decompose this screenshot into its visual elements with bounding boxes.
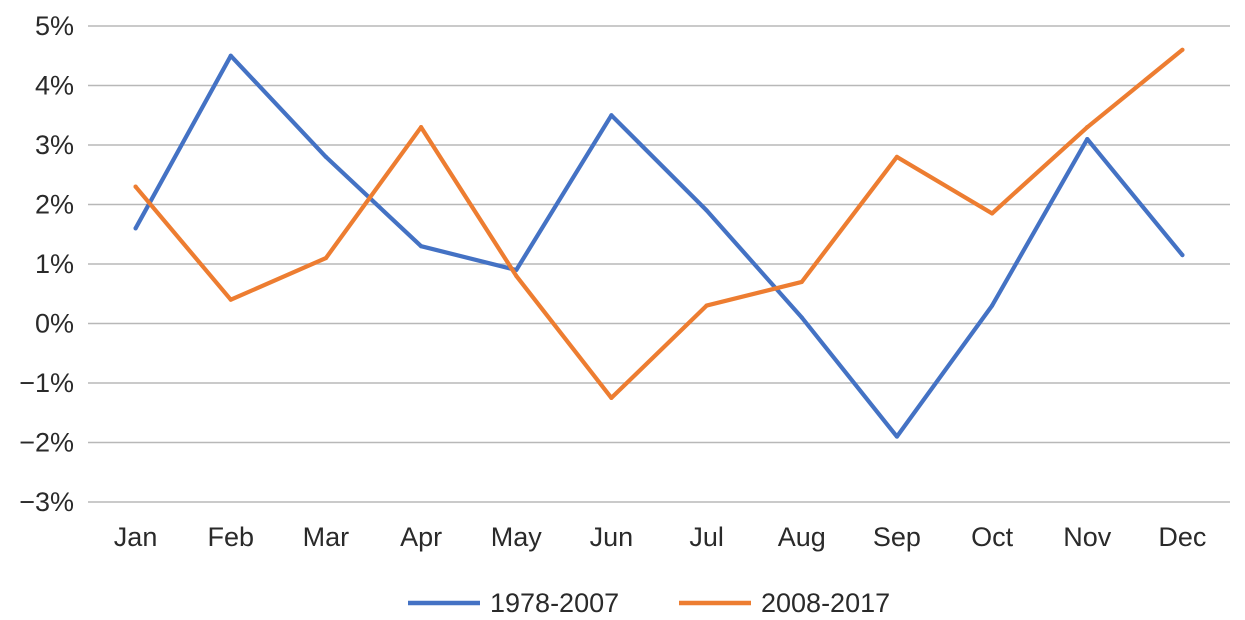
y-tick-label: −2% — [19, 428, 74, 458]
x-tick-label: Jun — [590, 522, 634, 552]
y-tick-label: 1% — [35, 249, 74, 279]
x-tick-label: Jan — [114, 522, 158, 552]
legend: 1978-2007 2008-2017 — [408, 588, 890, 618]
data-point — [323, 255, 329, 261]
data-point — [418, 244, 424, 249]
x-axis-tick-labels: Jan Feb Mar Apr May Jun Jul Aug Sep Oct Nov Dec — [114, 522, 1207, 552]
y-axis-tick-labels: 5% 4% 3% 2% 1% 0% −1% −2% −3% — [19, 11, 74, 517]
y-tick-label: −3% — [19, 487, 74, 517]
legend-label: 2008-2017 — [761, 588, 890, 618]
y-tick-label: 4% — [35, 71, 74, 101]
series-line-1 — [133, 53, 1185, 439]
legend-item: 2008-2017 — [679, 588, 890, 618]
legend-label: 1978-2007 — [490, 588, 619, 618]
legend-item: 1978-2007 — [408, 588, 619, 618]
x-tick-label: May — [491, 522, 543, 552]
data-point — [989, 211, 995, 216]
data-point — [1180, 47, 1185, 52]
x-tick-label: Dec — [1158, 522, 1206, 552]
data-point — [894, 154, 900, 159]
data-point — [228, 297, 233, 302]
y-tick-label: −1% — [19, 368, 74, 398]
series-lines — [133, 47, 1185, 439]
data-point — [799, 315, 804, 320]
y-tick-label: 3% — [35, 130, 74, 160]
data-point — [989, 303, 995, 308]
x-tick-label: Nov — [1063, 522, 1112, 552]
data-point — [609, 113, 614, 118]
x-tick-label: Aug — [778, 522, 826, 552]
data-point — [418, 125, 424, 130]
series-line-2 — [133, 47, 1185, 400]
data-point — [1085, 136, 1090, 142]
x-tick-label: Mar — [303, 522, 350, 552]
data-point — [228, 53, 233, 58]
data-point — [1180, 252, 1185, 258]
data-point — [799, 279, 804, 284]
data-point — [1085, 125, 1090, 130]
y-tick-label: 0% — [35, 309, 74, 339]
x-tick-label: Feb — [207, 522, 254, 552]
x-tick-label: Sep — [873, 522, 921, 552]
x-tick-label: Oct — [971, 522, 1014, 552]
data-point — [133, 184, 138, 189]
data-point — [133, 226, 138, 231]
y-tick-label: 2% — [35, 190, 74, 220]
y-tick-label: 5% — [35, 11, 74, 41]
data-point — [704, 303, 709, 308]
data-point — [894, 434, 900, 439]
data-point — [609, 395, 614, 400]
data-point — [514, 273, 519, 278]
data-point — [704, 208, 709, 213]
x-tick-label: Apr — [400, 522, 442, 552]
data-point — [323, 154, 329, 159]
gridlines — [88, 25, 1230, 503]
x-tick-label: Jul — [689, 522, 724, 552]
